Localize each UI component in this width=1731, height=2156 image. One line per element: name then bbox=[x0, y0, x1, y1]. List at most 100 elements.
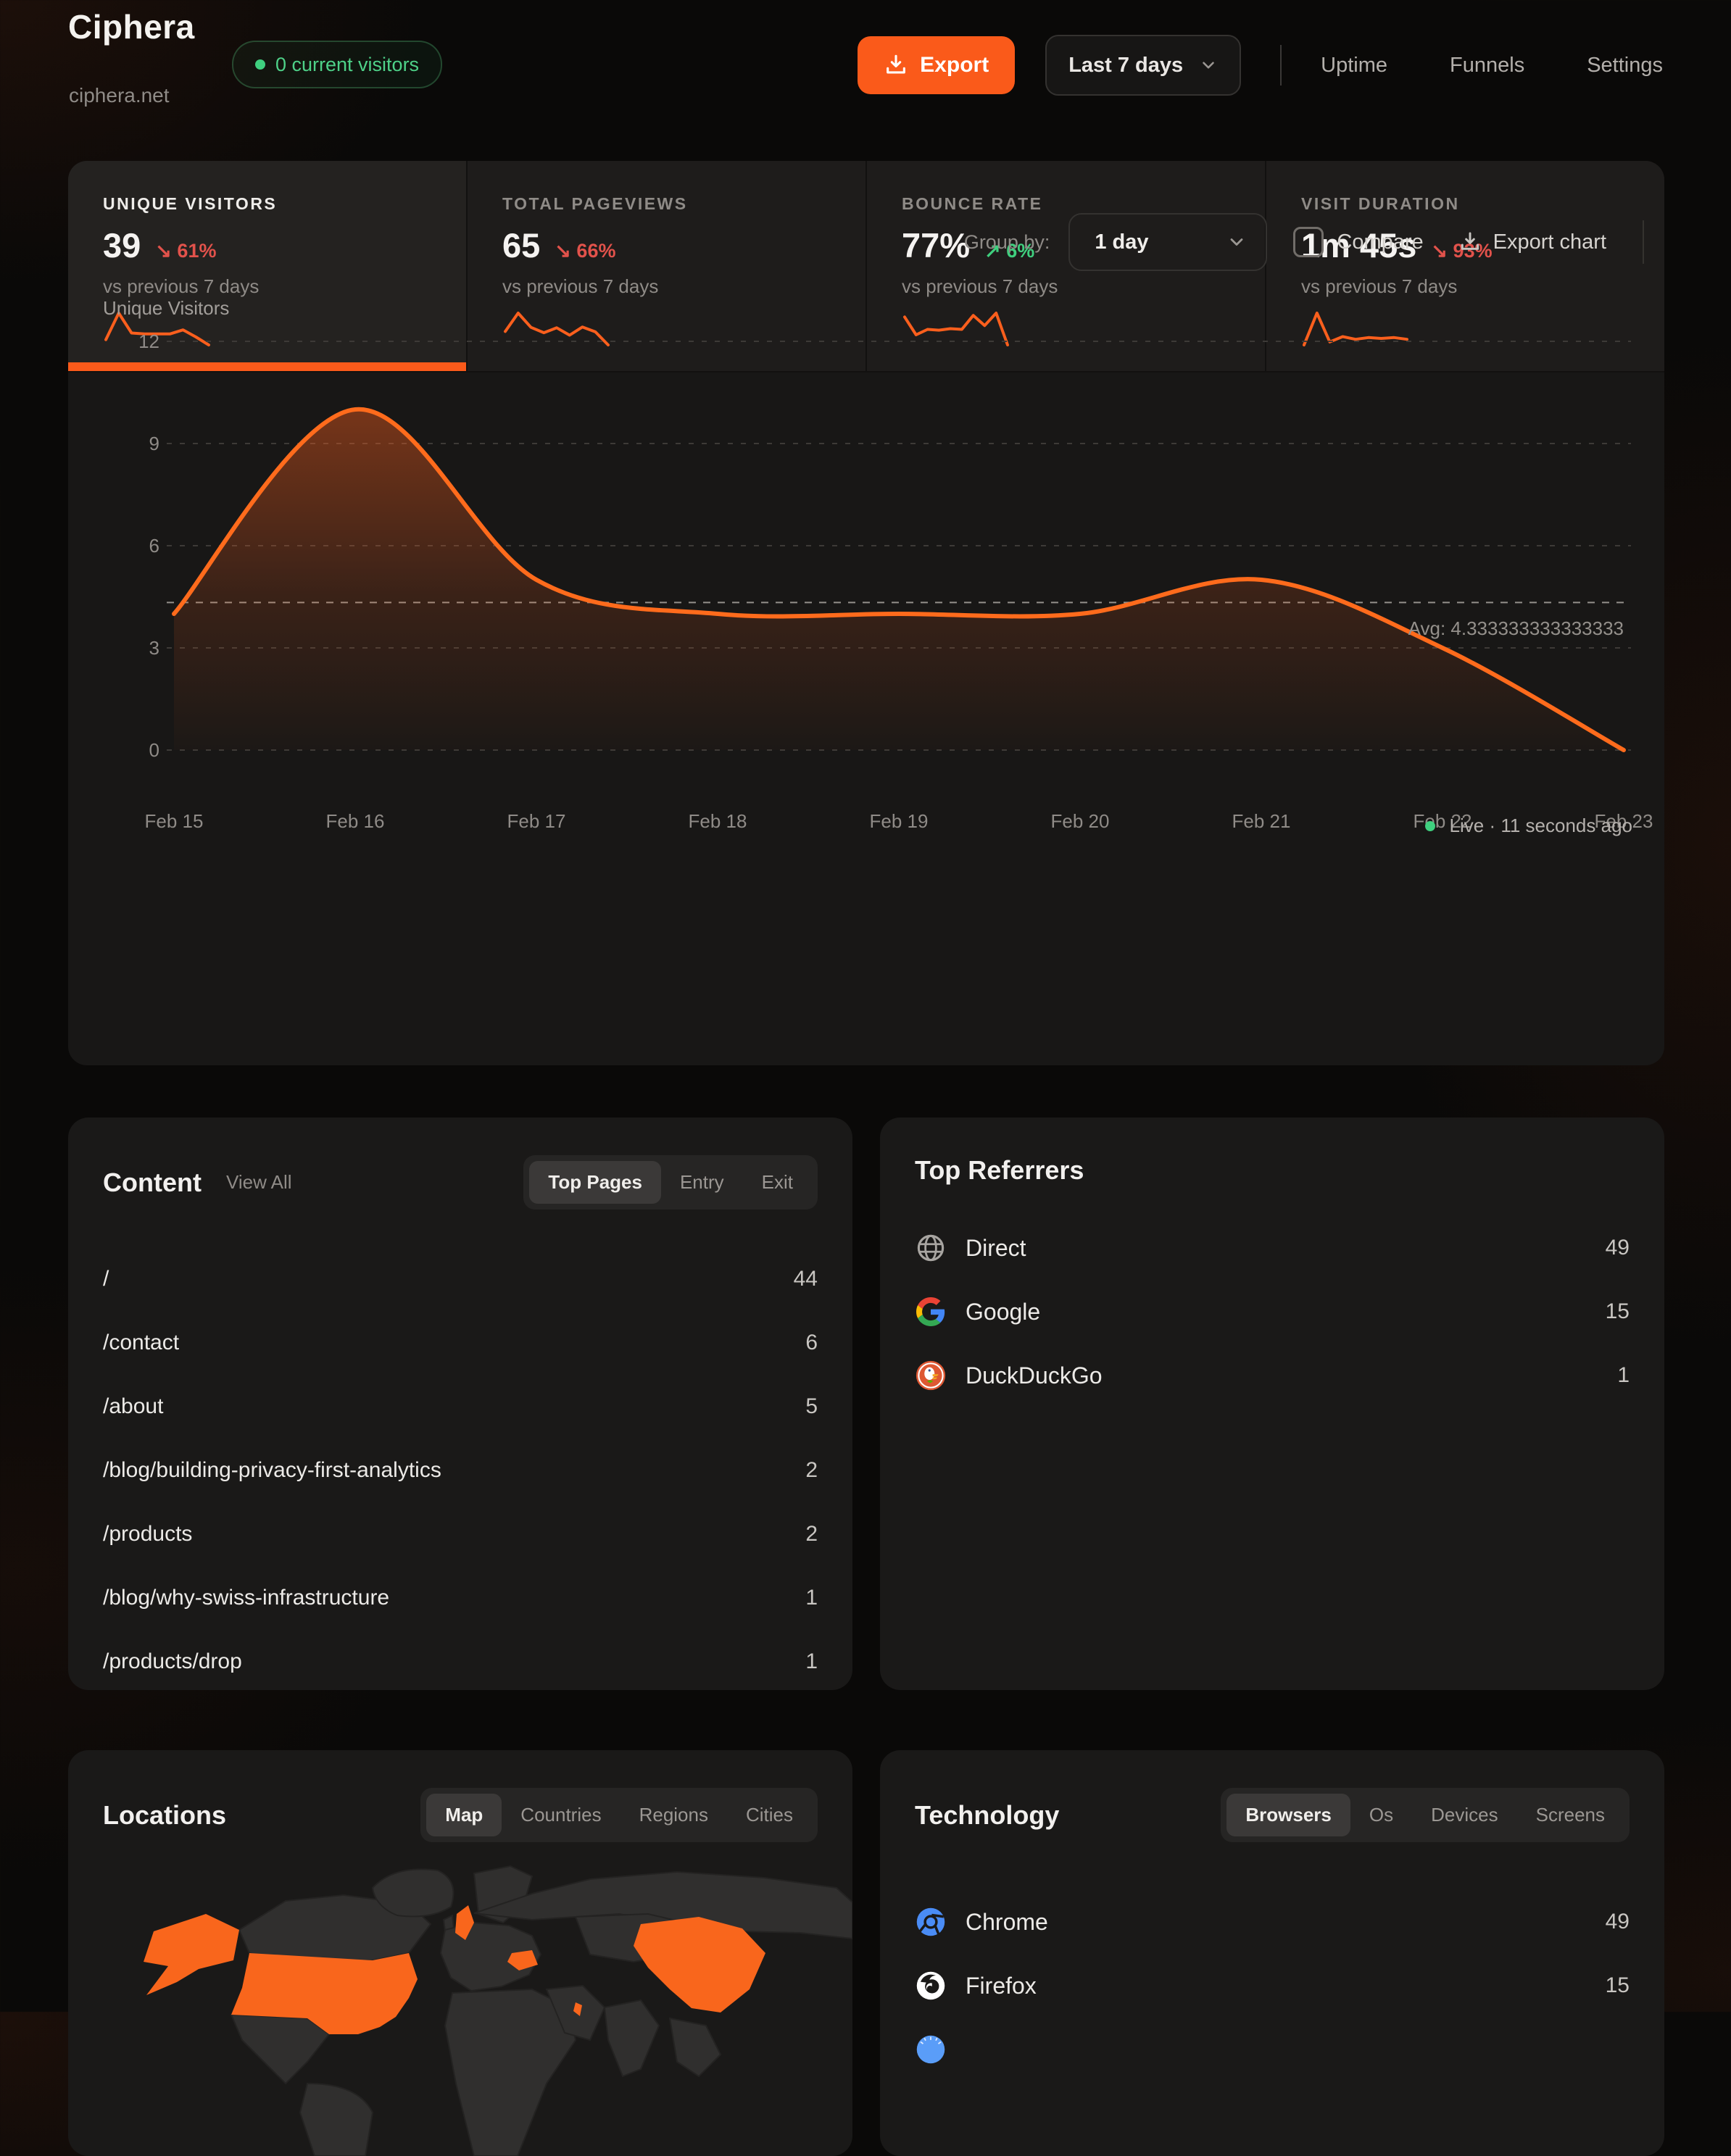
svg-text:Feb 19: Feb 19 bbox=[870, 810, 929, 832]
controls-divider bbox=[1643, 220, 1644, 264]
tab-top-pages[interactable]: Top Pages bbox=[529, 1161, 661, 1204]
stat-delta: ↗ 6% bbox=[984, 240, 1035, 262]
page-row[interactable]: /products 2 bbox=[103, 1522, 818, 1546]
svg-text:0: 0 bbox=[149, 739, 159, 761]
nav-settings[interactable]: Settings bbox=[1587, 53, 1663, 77]
firefox-icon bbox=[915, 1970, 947, 2002]
current-visitors-badge: 0 current visitors bbox=[232, 41, 443, 88]
compare-checkbox[interactable] bbox=[1293, 227, 1324, 257]
export-chart-button[interactable]: Export chart bbox=[1458, 230, 1606, 254]
stat-compare-caption: vs previous 7 days bbox=[103, 275, 260, 297]
chrome-icon bbox=[915, 1906, 947, 1938]
technology-title: Technology bbox=[915, 1799, 1060, 1830]
average-line-label: Avg: 4.333333333333333 bbox=[1408, 617, 1624, 639]
sparkline-bounce-rate bbox=[903, 312, 1009, 346]
view-all-link[interactable]: View All bbox=[225, 1171, 292, 1193]
safari-icon bbox=[915, 2034, 947, 2065]
visitors-area-chart: 0 3 6 9 12 Unique Visitors Feb 15 Feb 16 Feb 17 F… bbox=[103, 297, 1653, 832]
header-actions: Export Last 7 days Uptime Funnels Settin… bbox=[858, 35, 1663, 96]
referrers-title: Top Referrers bbox=[915, 1155, 1084, 1185]
tab-os[interactable]: Os bbox=[1369, 1804, 1394, 1826]
nav-funnels[interactable]: Funnels bbox=[1450, 53, 1525, 77]
svg-text:Unique Visitors: Unique Visitors bbox=[103, 297, 229, 319]
page-row[interactable]: /contact 6 bbox=[103, 1331, 818, 1354]
svg-text:3: 3 bbox=[149, 637, 159, 659]
content-tabs: Top Pages Entry Exit bbox=[523, 1155, 818, 1210]
tab-browsers[interactable]: Browsers bbox=[1226, 1794, 1350, 1836]
date-range-value: Last 7 days bbox=[1068, 53, 1184, 77]
page-row[interactable]: / 44 bbox=[103, 1267, 818, 1291]
content-card: Content View All Top Pages Entry Exit / … bbox=[68, 1117, 852, 1690]
header-divider bbox=[1280, 45, 1282, 86]
tab-screens[interactable]: Screens bbox=[1535, 1804, 1605, 1826]
tab-devices[interactable]: Devices bbox=[1431, 1804, 1498, 1826]
referrer-row[interactable]: DuckDuckGo 1 bbox=[915, 1344, 1630, 1407]
tab-regions[interactable]: Regions bbox=[639, 1804, 708, 1826]
compare-label: Compare bbox=[1337, 230, 1424, 254]
referrer-row[interactable]: Google 15 bbox=[915, 1280, 1630, 1344]
stat-compare-caption: vs previous 7 days bbox=[902, 275, 1058, 297]
site-domain: ciphera.net bbox=[69, 84, 170, 107]
nav-uptime[interactable]: Uptime bbox=[1321, 53, 1388, 77]
svg-text:Feb 16: Feb 16 bbox=[326, 810, 385, 832]
svg-text:6: 6 bbox=[149, 535, 159, 557]
stat-label: UNIQUE VISITORS bbox=[103, 194, 278, 213]
stat-delta: ↘ 66% bbox=[555, 240, 616, 262]
stat-delta: ↘ 61% bbox=[155, 240, 217, 262]
live-status-label: Live · 11 seconds ago bbox=[1449, 815, 1632, 836]
referrer-row[interactable]: Direct 49 bbox=[915, 1216, 1630, 1280]
group-by-select[interactable]: 1 day bbox=[1068, 213, 1268, 271]
export-button-label: Export bbox=[920, 53, 989, 77]
stat-label: TOTAL PAGEVIEWS bbox=[502, 194, 688, 213]
tab-cities[interactable]: Cities bbox=[745, 1804, 793, 1826]
stat-bounce-rate[interactable]: BOUNCE RATE 77% ↗ 6% vs previous 7 days bbox=[867, 161, 1266, 371]
stat-unique-visitors[interactable]: UNIQUE VISITORS 39 ↘ 61% vs previous 7 d… bbox=[68, 161, 468, 371]
tab-entry[interactable]: Entry bbox=[679, 1171, 724, 1193]
stat-delta: ↘ 93% bbox=[1431, 240, 1493, 262]
tab-map[interactable]: Map bbox=[426, 1794, 502, 1836]
stat-value: 77% bbox=[902, 226, 971, 265]
group-by-label: Group by: bbox=[963, 230, 1050, 253]
page-row[interactable]: /products/drop 1 bbox=[103, 1649, 818, 1673]
chevron-down-icon bbox=[1230, 238, 1243, 246]
technology-tabs: Browsers Os Devices Screens bbox=[1221, 1788, 1630, 1842]
page-row[interactable]: /blog/why-swiss-infrastructure 1 bbox=[103, 1586, 818, 1610]
browser-row[interactable] bbox=[915, 2018, 1630, 2081]
svg-text:Feb 15: Feb 15 bbox=[145, 810, 204, 832]
browser-row[interactable]: Firefox 15 bbox=[915, 1954, 1630, 2018]
stats-row: UNIQUE VISITORS 39 ↘ 61% vs previous 7 d… bbox=[68, 161, 1664, 372]
date-range-select[interactable]: Last 7 days bbox=[1045, 35, 1242, 96]
world-map bbox=[68, 1844, 852, 2156]
duckduckgo-icon bbox=[915, 1360, 947, 1391]
page-row[interactable]: /about 5 bbox=[103, 1394, 818, 1418]
chart-controls: Group by: 1 day Compare Export chart bbox=[964, 213, 1644, 271]
browser-row[interactable]: Chrome 49 bbox=[915, 1890, 1630, 1954]
stat-value: 39 bbox=[103, 226, 141, 265]
download-icon bbox=[1461, 232, 1479, 250]
live-dot-icon bbox=[1424, 820, 1435, 831]
stat-label: VISIT DURATION bbox=[1301, 194, 1460, 213]
export-button[interactable]: Export bbox=[858, 36, 1016, 94]
svg-text:Feb 18: Feb 18 bbox=[689, 810, 747, 832]
svg-text:12: 12 bbox=[138, 330, 159, 352]
svg-text:Feb 22: Feb 22 bbox=[1414, 810, 1472, 832]
stat-compare-caption: vs previous 7 days bbox=[502, 275, 659, 297]
tab-exit[interactable]: Exit bbox=[761, 1171, 793, 1193]
tab-countries[interactable]: Countries bbox=[520, 1804, 602, 1826]
stat-label: BOUNCE RATE bbox=[902, 194, 1043, 213]
analytics-panel: UNIQUE VISITORS 39 ↘ 61% vs previous 7 d… bbox=[68, 161, 1664, 1065]
locations-card: Locations Map Countries Regions Cities bbox=[68, 1750, 852, 2156]
locations-title: Locations bbox=[103, 1799, 227, 1830]
stat-compare-caption: vs previous 7 days bbox=[1301, 275, 1458, 297]
technology-card: Technology Browsers Os Devices Screens C… bbox=[880, 1750, 1664, 2156]
svg-text:Feb 23: Feb 23 bbox=[1595, 810, 1653, 832]
stat-visit-duration[interactable]: VISIT DURATION 1m 45s ↘ 93% vs previous … bbox=[1266, 161, 1664, 371]
sparkline-unique-visitors bbox=[104, 312, 210, 346]
google-icon bbox=[915, 1296, 947, 1328]
stat-total-pageviews[interactable]: TOTAL PAGEVIEWS 65 ↘ 66% vs previous 7 d… bbox=[468, 161, 867, 371]
page-row[interactable]: /blog/building-privacy-first-analytics 2 bbox=[103, 1458, 818, 1482]
svg-text:9: 9 bbox=[149, 433, 159, 454]
stat-value: 65 bbox=[502, 226, 541, 265]
globe-icon bbox=[915, 1232, 947, 1264]
export-chart-label: Export chart bbox=[1493, 230, 1606, 254]
